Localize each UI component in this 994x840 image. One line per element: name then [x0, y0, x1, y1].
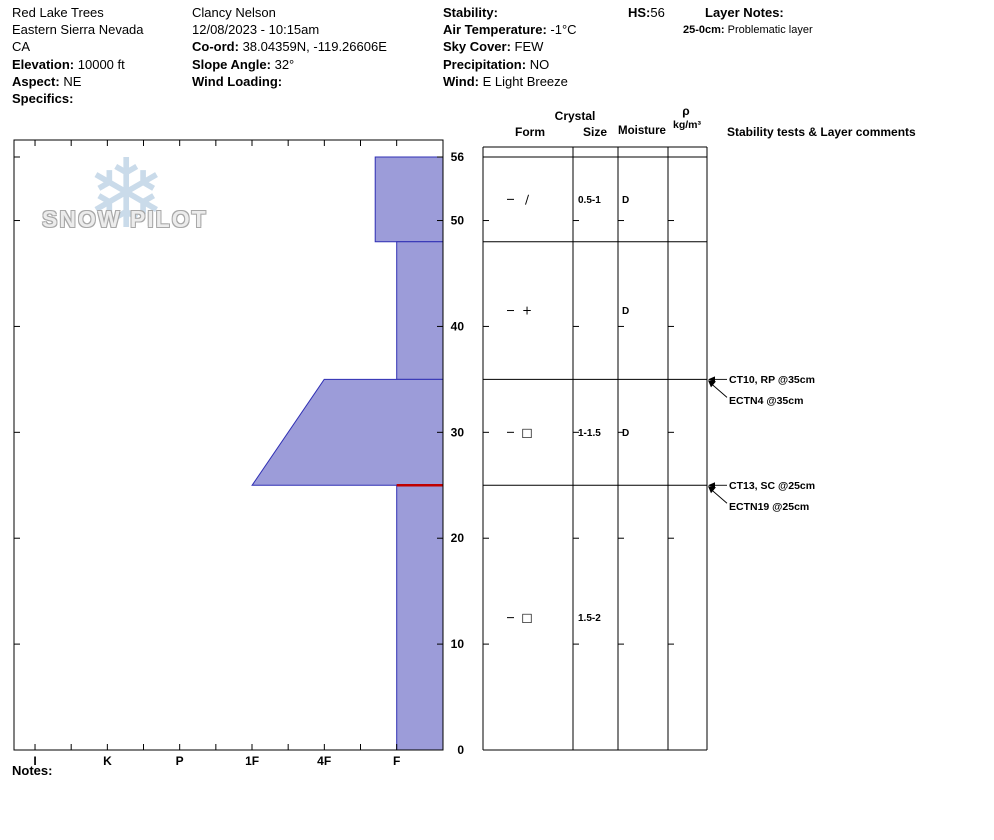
observer-name: Clancy Nelson: [192, 5, 276, 20]
layer-note-text: Problematic layer: [727, 24, 813, 36]
observation-datetime: 12/08/2023 - 10:15am: [192, 22, 320, 38]
x-axis-label: F: [393, 754, 400, 768]
moisture-value: D: [622, 306, 629, 317]
layer-note-line: 25-0cm: Problematic layer: [683, 24, 813, 36]
stability-test-label: ECTN19 @25cm: [729, 501, 809, 513]
stability-label: Stability:: [443, 5, 498, 20]
grain-size-value: 1.5-2: [578, 613, 601, 624]
table-header-size: Size: [582, 125, 607, 139]
grain-form-symbol: □: [521, 425, 532, 439]
elevation-line: Elevation: 10000 ft: [12, 56, 144, 73]
air-temp-line: Air Temperature: -1°C: [443, 21, 577, 38]
stability-line: Stability:: [443, 4, 577, 21]
stability-test-label: CT10, RP @35cm: [729, 374, 815, 386]
x-axis-label: 1F: [245, 754, 259, 768]
snow-layer: [396, 241, 444, 380]
table-header-density-units: kg/m³: [672, 119, 701, 131]
y-axis-label: 30: [451, 425, 465, 439]
air-temp-value: -1°C: [550, 22, 577, 38]
precip-label: Precipitation:: [443, 56, 527, 72]
table-header-crystal: Crystal: [554, 109, 596, 123]
x-axis-label: P: [176, 754, 184, 768]
test-arrow-head: [708, 486, 716, 494]
grain-form-symbol: +: [522, 304, 532, 318]
aspect-line: Aspect: NE: [12, 73, 144, 90]
sky-cover-label: Sky Cover:: [443, 39, 511, 55]
hs-label: HS:: [628, 5, 651, 20]
sky-cover-value: FEW: [514, 39, 544, 55]
test-arrow-head: [708, 376, 715, 383]
wind-loading-label: Wind Loading:: [192, 73, 283, 89]
layer-note-depth: 25-0cm:: [683, 24, 725, 36]
table-header-moisture: Moisture: [618, 125, 666, 137]
coord-line: Co-ord: 38.04359N, -119.26606E: [192, 38, 387, 55]
moisture-value: D: [622, 195, 629, 206]
slope-angle-value: 32°: [274, 56, 295, 72]
y-axis-label: 40: [451, 319, 465, 333]
snowflake-icon: ❄: [86, 138, 167, 250]
slope-angle-line: Slope Angle: 32°: [192, 56, 387, 73]
chart-border: [13, 139, 444, 751]
specifics-label: Specifics:: [12, 91, 74, 107]
precip-value: NO: [529, 56, 550, 72]
notes-label: Notes:: [12, 763, 53, 778]
snow-layer: [374, 156, 444, 243]
x-axis-label: 4F: [317, 754, 331, 768]
table-header-form: Form: [515, 125, 545, 139]
y-axis-label: 50: [451, 214, 465, 228]
x-axis-label: I: [33, 754, 36, 768]
wind-loading-line: Wind Loading:: [192, 73, 387, 90]
test-arrow-line: [711, 384, 728, 398]
site-name: Red Lake Trees: [12, 5, 104, 20]
test-arrow-head: [708, 482, 715, 489]
specifics-line: Specifics:: [12, 90, 144, 107]
air-temp-label: Air Temperature:: [443, 22, 547, 38]
y-axis-label: 0: [457, 743, 464, 757]
sky-cover-line: Sky Cover: FEW: [443, 38, 577, 55]
elevation-value: 10000 ft: [77, 56, 125, 72]
test-arrow-head: [708, 380, 716, 388]
grain-size-value: 0.5-1: [578, 195, 601, 206]
elevation-label: Elevation:: [12, 56, 75, 72]
coord-label: Co-ord:: [192, 39, 239, 55]
grain-form-symbol: □: [521, 611, 532, 625]
coord-value: 38.04359N, -119.26606E: [242, 39, 387, 55]
grain-size-value: 1-1.5: [578, 428, 601, 439]
slope-angle-label: Slope Angle:: [192, 56, 271, 72]
snow-height-column: HS:56: [628, 4, 665, 21]
observer-info-column: Clancy Nelson 12/08/2023 - 10:15am Co-or…: [192, 4, 387, 90]
layer-notes-label: Layer Notes:: [705, 5, 784, 20]
y-axis-label: 10: [451, 637, 465, 651]
conditions-column: Stability: Air Temperature: -1°C Sky Cov…: [443, 4, 577, 90]
precip-line: Precipitation: NO: [443, 56, 577, 73]
stability-test-label: CT13, SC @25cm: [729, 480, 815, 492]
table-header-comments: Stability tests & Layer comments: [727, 125, 916, 139]
hs-line: HS:56: [628, 4, 665, 21]
stability-test-label: ECTN4 @35cm: [729, 395, 803, 407]
site-info-column: Red Lake Trees Eastern Sierra Nevada CA …: [12, 4, 144, 107]
wind-value: E Light Breeze: [482, 73, 568, 89]
state-name: CA: [12, 39, 31, 55]
moisture-value: D: [622, 428, 629, 439]
y-axis-label: 56: [451, 150, 465, 164]
hs-value: 56: [650, 5, 665, 20]
region-name: Eastern Sierra Nevada: [12, 22, 144, 38]
y-axis-label: 20: [451, 531, 465, 545]
grain-form-symbol: ∕: [525, 192, 530, 206]
logo-text: SNOW PILOT: [42, 206, 208, 232]
wind-label: Wind:: [443, 73, 479, 89]
aspect-label: Aspect:: [12, 73, 60, 89]
table-header-density-symbol: ρ: [682, 104, 690, 118]
snow-layer: [396, 484, 444, 751]
wind-line: Wind: E Light Breeze: [443, 73, 577, 90]
test-arrow-line: [711, 489, 728, 504]
snowpilot-logo: ❄ SNOW PILOT: [40, 146, 230, 278]
layer-notes-column: Layer Notes:: [705, 4, 784, 21]
aspect-value: NE: [63, 73, 82, 89]
snow-layer: [251, 378, 444, 486]
x-axis-label: K: [103, 754, 112, 768]
